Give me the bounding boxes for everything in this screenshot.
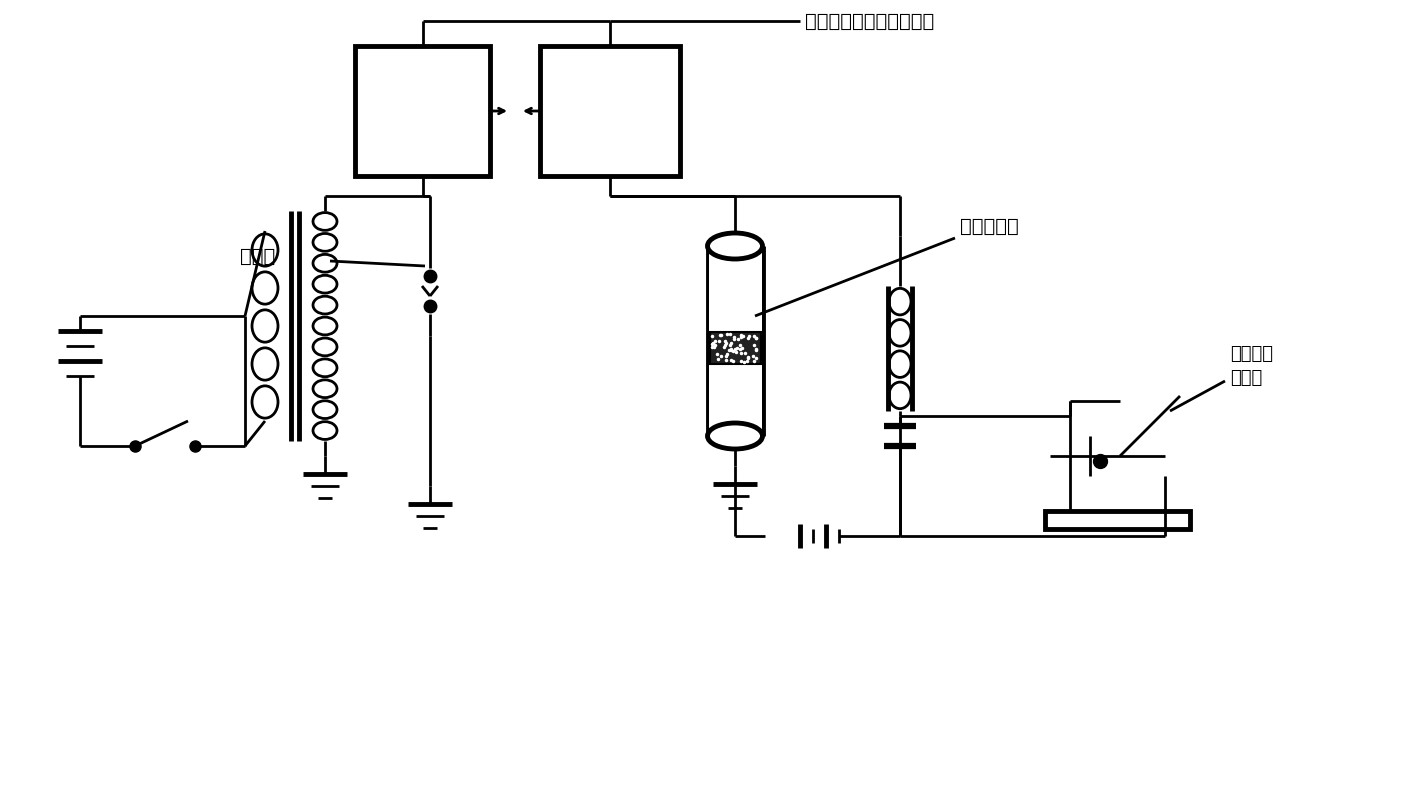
Bar [355, 46, 490, 176]
Ellipse shape [707, 233, 763, 259]
Text: 凝聚檢波器: 凝聚檢波器 [960, 217, 1019, 235]
Text: 金屬板，其功用有如天線: 金屬板，其功用有如天線 [805, 11, 935, 31]
Text: 呩斯電碼
發聲機: 呩斯電碼 發聲機 [1231, 345, 1273, 387]
Text: 火花隚: 火花隚 [239, 247, 275, 265]
Bar [541, 46, 680, 176]
Ellipse shape [707, 423, 763, 449]
Bar [708, 246, 762, 436]
Bar [1045, 511, 1190, 529]
Bar [710, 331, 760, 364]
